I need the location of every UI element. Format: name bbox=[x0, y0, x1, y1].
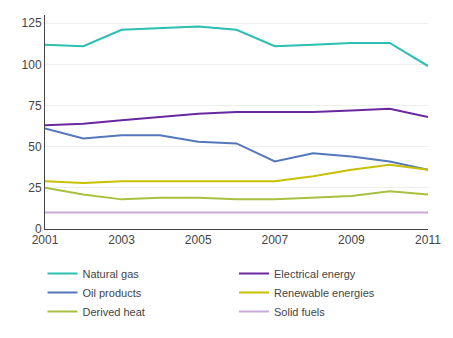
svg-text:2011: 2011 bbox=[415, 233, 441, 247]
svg-text:25: 25 bbox=[28, 181, 42, 195]
svg-text:2001: 2001 bbox=[32, 233, 59, 247]
svg-text:125: 125 bbox=[22, 16, 42, 30]
svg-text:2005: 2005 bbox=[185, 233, 212, 247]
svg-text:2003: 2003 bbox=[108, 233, 135, 247]
svg-text:Derived heat: Derived heat bbox=[83, 306, 145, 318]
svg-text:50: 50 bbox=[28, 140, 42, 154]
svg-text:75: 75 bbox=[28, 99, 42, 113]
svg-text:Renewable energies: Renewable energies bbox=[274, 287, 375, 299]
svg-text:Electrical energy: Electrical energy bbox=[274, 268, 356, 280]
svg-text:0: 0 bbox=[35, 222, 42, 236]
svg-text:2009: 2009 bbox=[338, 233, 365, 247]
svg-text:Solid fuels: Solid fuels bbox=[274, 306, 325, 318]
svg-text:100: 100 bbox=[22, 58, 42, 72]
svg-text:Oil products: Oil products bbox=[83, 287, 142, 299]
svg-text:Natural gas: Natural gas bbox=[83, 268, 140, 280]
svg-text:2007: 2007 bbox=[261, 233, 288, 247]
